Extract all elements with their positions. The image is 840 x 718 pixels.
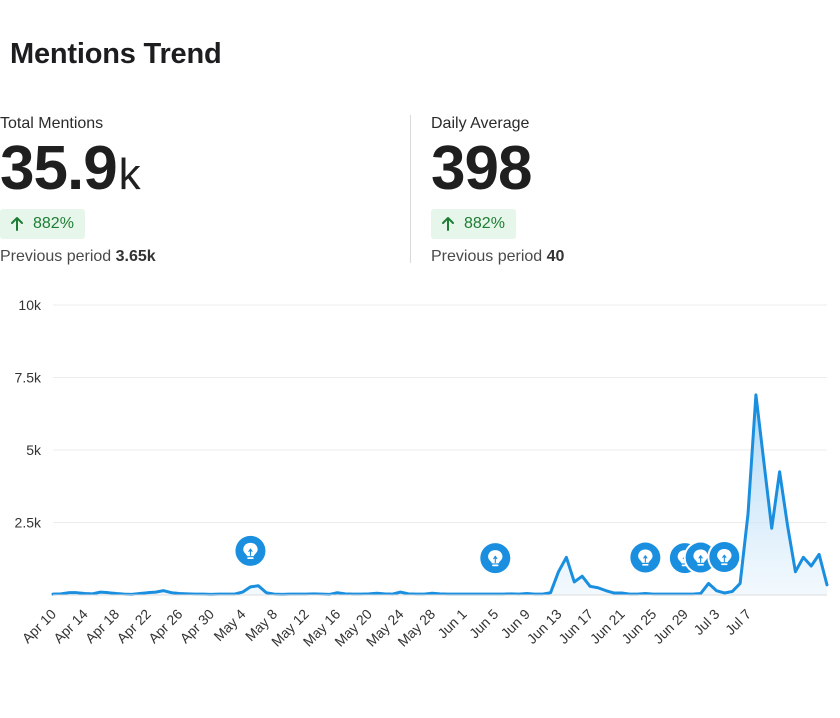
- previous-period: Previous period 40: [431, 248, 564, 266]
- x-tick-label: Apr 30: [177, 606, 218, 647]
- kpi-number: 398: [431, 134, 532, 203]
- x-tick-label: Jun 5: [466, 606, 502, 642]
- y-tick-label: 10k: [18, 297, 42, 313]
- x-tick-label: Jun 1: [434, 606, 470, 642]
- lightbulb-filament: [698, 555, 703, 563]
- change-value: 882%: [464, 215, 505, 232]
- x-tick-label: Apr 14: [50, 606, 91, 647]
- series-area: [53, 394, 827, 595]
- lightbulb-filament: [643, 555, 648, 563]
- x-tick-label: Jun 25: [618, 606, 659, 647]
- insight-marker[interactable]: [683, 540, 718, 575]
- y-tick-label: 2.5k: [15, 515, 42, 531]
- insight-marker[interactable]: [478, 541, 513, 576]
- lightbulb-filament: [493, 555, 498, 564]
- change-value: 882%: [33, 215, 74, 232]
- page-title: Mentions Trend: [10, 38, 222, 70]
- x-tick-label: Jul 7: [722, 606, 754, 638]
- previous-period-value: 40: [546, 248, 565, 265]
- x-tick-label: Jun 29: [650, 606, 691, 647]
- previous-period-value: 3.65k: [115, 248, 156, 265]
- kpi-label: Total Mentions: [0, 115, 104, 132]
- x-tick-label: Apr 10: [19, 606, 60, 647]
- arrow-up-icon: [11, 217, 23, 231]
- kpi-value: 35.9k: [0, 137, 156, 201]
- lightbulb-base: [697, 563, 704, 566]
- series-line: [51, 393, 829, 596]
- lightbulb-base: [492, 564, 499, 567]
- x-tick-label: Jun 13: [524, 606, 565, 647]
- kpi-number: 35.9: [0, 134, 118, 203]
- lightbulb-filament: [248, 548, 253, 556]
- y-tick-label: 7.5k: [15, 370, 42, 386]
- change-badge: 882%: [0, 209, 85, 239]
- arrow-up-icon: [442, 217, 454, 231]
- insight-marker[interactable]: [628, 540, 663, 575]
- previous-period-label: Previous period: [431, 248, 543, 265]
- insight-marker[interactable]: [707, 539, 742, 574]
- kpi-unit: k: [118, 150, 141, 199]
- lightbulb-base: [721, 563, 728, 566]
- insight-marker[interactable]: [233, 533, 268, 568]
- kpi-total-mentions: Total Mentions 35.9k 882% Previous perio…: [0, 114, 156, 266]
- change-badge: 882%: [431, 209, 516, 239]
- x-tick-label: Jun 21: [587, 606, 628, 647]
- kpi-label: Daily Average: [431, 115, 530, 132]
- x-tick-label: Apr 26: [145, 606, 186, 647]
- x-tick-label: May 4: [210, 606, 248, 644]
- lightbulb-base: [642, 563, 649, 566]
- y-tick-label: 5k: [26, 442, 42, 458]
- x-tick-label: Jun 17: [555, 606, 596, 647]
- previous-period-label: Previous period: [0, 248, 112, 265]
- x-tick-label: Apr 22: [113, 606, 154, 647]
- x-tick-label: Jul 3: [690, 606, 722, 638]
- lightbulb-filament: [722, 554, 727, 563]
- kpi-divider: [410, 115, 411, 263]
- kpi-daily-average: Daily Average 398 882% Previous period 4…: [431, 114, 564, 266]
- lightbulb-base: [247, 557, 254, 559]
- x-tick-label: Apr 18: [82, 606, 123, 647]
- kpi-value: 398: [431, 137, 564, 201]
- previous-period: Previous period 3.65k: [0, 248, 156, 266]
